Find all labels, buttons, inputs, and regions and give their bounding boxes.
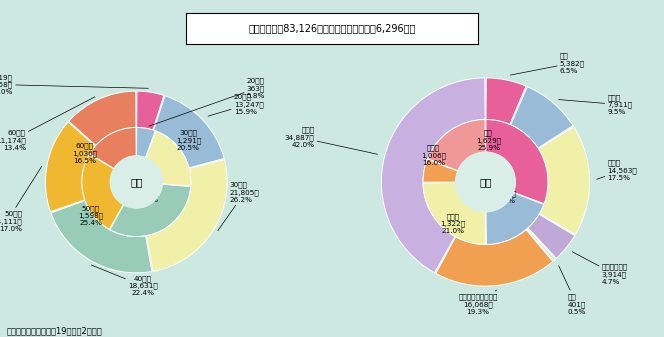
Text: 50歳代
1,598人
25.4%: 50歳代 1,598人 25.4% [78, 205, 104, 226]
Text: 職業: 職業 [479, 177, 492, 187]
Wedge shape [137, 91, 164, 130]
Wedge shape [82, 154, 124, 229]
Wedge shape [511, 87, 573, 148]
Text: 教員
5,382人
6.5%: 教員 5,382人 6.5% [510, 52, 585, 75]
Text: 資料：放送大学（平成19年度第2学期）: 資料：放送大学（平成19年度第2学期） [7, 327, 102, 336]
Circle shape [456, 152, 515, 212]
Wedge shape [146, 160, 227, 271]
Wedge shape [527, 228, 555, 261]
Text: 会社員
14,563人
17.5%: 会社員 14,563人 17.5% [597, 159, 637, 181]
Text: 公務員
1,012人
16.1%: 公務員 1,012人 16.1% [491, 183, 516, 205]
Wedge shape [51, 201, 152, 273]
Text: 〜19歳
4,158人
5.0%: 〜19歳 4,158人 5.0% [0, 74, 148, 95]
Text: 20歳代
13,247人
15.9%: 20歳代 13,247人 15.9% [208, 93, 264, 116]
Wedge shape [486, 193, 544, 244]
Text: 40歳代
18,631人
22.4%: 40歳代 18,631人 22.4% [92, 265, 158, 297]
Wedge shape [423, 183, 485, 244]
Text: 年齢: 年齢 [130, 177, 143, 187]
Wedge shape [110, 184, 191, 237]
Text: 30歳代
21,805人
26.2%: 30歳代 21,805人 26.2% [218, 182, 260, 231]
Wedge shape [137, 127, 155, 158]
Wedge shape [528, 214, 575, 258]
Wedge shape [153, 96, 224, 168]
Text: その他
1,006人
16.0%: その他 1,006人 16.0% [421, 145, 446, 166]
Circle shape [110, 156, 162, 208]
Wedge shape [423, 159, 457, 182]
Text: 外側：大学（83,126人）　内側：大学院（6,296人）: 外側：大学（83,126人） 内側：大学院（6,296人） [248, 24, 416, 34]
Wedge shape [428, 120, 485, 171]
Text: 会社員
1,322人
21.0%: 会社員 1,322人 21.0% [440, 213, 465, 234]
Text: 公務員
7,911人
9.5%: 公務員 7,911人 9.5% [558, 94, 633, 115]
Wedge shape [486, 120, 548, 204]
Text: 60歳〜
1,036人
16.5%: 60歳〜 1,036人 16.5% [72, 143, 97, 164]
Wedge shape [90, 127, 136, 168]
Text: 教員
1,629人
25.9%: 教員 1,629人 25.9% [476, 130, 501, 151]
Wedge shape [539, 127, 590, 235]
Text: 30歳代
1,291人
20.5%: 30歳代 1,291人 20.5% [176, 130, 201, 151]
Wedge shape [381, 78, 485, 273]
Text: 60歳〜
11,174人
13.4%: 60歳〜 11,174人 13.4% [0, 97, 95, 151]
Text: 農業
401人
0.5%: 農業 401人 0.5% [558, 266, 586, 314]
Wedge shape [45, 122, 96, 212]
Text: 20歳代
363人
5.8%: 20歳代 363人 5.8% [149, 78, 265, 126]
Text: 個人・自由業
3,914人
4.7%: 個人・自由業 3,914人 4.7% [572, 252, 627, 285]
Text: その他
34,887人
42.0%: その他 34,887人 42.0% [285, 127, 378, 154]
Wedge shape [486, 78, 526, 124]
Text: 無職（主婦を含む）
16,068人
19.3%: 無職（主婦を含む） 16,068人 19.3% [458, 290, 498, 314]
Text: 50歳代
14,111人
17.0%: 50歳代 14,111人 17.0% [0, 166, 42, 232]
Wedge shape [69, 91, 136, 146]
Text: 40歳代
2,008人
31.9%: 40歳代 2,008人 31.9% [134, 182, 159, 203]
Wedge shape [436, 229, 553, 286]
Wedge shape [145, 131, 191, 186]
